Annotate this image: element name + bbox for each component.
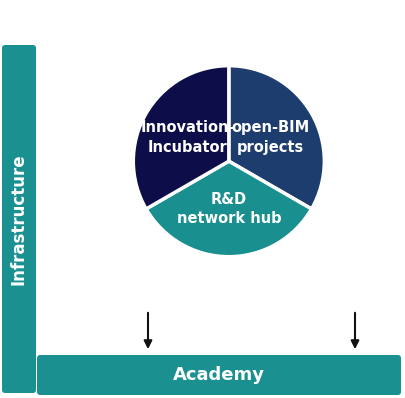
Text: Innovation-
Incubator: Innovation- Incubator [140,120,235,155]
Wedge shape [133,66,229,209]
Text: Academy: Academy [173,366,265,384]
FancyBboxPatch shape [2,45,36,393]
Text: open-BIM
projects: open-BIM projects [231,120,309,155]
Text: R&D
network hub: R&D network hub [177,191,281,226]
Wedge shape [146,161,311,257]
Text: Infrastructure: Infrastructure [10,153,28,285]
Wedge shape [229,66,324,209]
FancyBboxPatch shape [37,355,401,395]
